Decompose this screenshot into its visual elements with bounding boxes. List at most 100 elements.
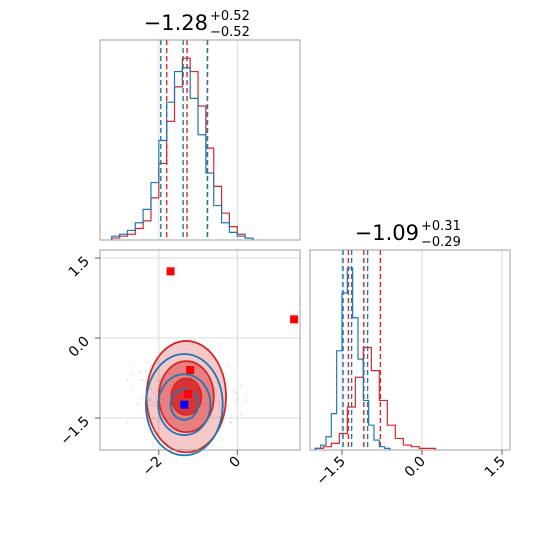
scatter-cloud-point-10 xyxy=(233,389,236,392)
scatter-cloud-point-21 xyxy=(239,413,242,416)
scatter-cloud-point-88 xyxy=(214,399,217,402)
title-param-2-minus: −0.29 xyxy=(421,235,461,250)
scatter-cloud-point-87 xyxy=(200,403,203,406)
scatter-cloud-point-106 xyxy=(219,411,222,413)
scatter-cloud-point-147 xyxy=(202,403,205,406)
scatter-cloud-point-45 xyxy=(129,362,132,364)
scatter-cloud-point-141 xyxy=(141,379,144,381)
scatter-cloud-point-70 xyxy=(182,417,184,420)
scatter-cloud-point-73 xyxy=(156,379,159,382)
scatter-cloud-point-36 xyxy=(189,422,192,425)
scatter-cloud-point-16 xyxy=(236,400,238,403)
scatter-cloud-point-76 xyxy=(167,372,170,375)
scatter-cloud-point-18 xyxy=(170,384,172,386)
scatter-cloud-point-57 xyxy=(245,394,248,396)
xtick-label-hist2-0: −1.5 xyxy=(313,454,348,489)
scatter-cloud-point-105 xyxy=(181,423,184,426)
scatter-cloud-point-143 xyxy=(153,401,156,404)
title-param-1: −1.28 xyxy=(144,11,208,35)
histogram-panel-param-1: −1.28 +0.52 −0.52 xyxy=(99,9,301,241)
scatter-cloud-point-97 xyxy=(218,399,221,402)
scatter-cloud-point-158 xyxy=(138,401,141,404)
scatter-cloud-point-68 xyxy=(155,389,158,391)
xtick-label-joint-1: 0 xyxy=(226,454,244,472)
scatter-cloud-point-65 xyxy=(236,398,239,401)
scatter-cloud-point-77 xyxy=(125,421,128,424)
histogram-step-series-0 xyxy=(111,57,254,240)
contour-1-level-1 xyxy=(157,373,212,436)
xtick-label-hist2-1: 0.0 xyxy=(402,454,429,481)
scatter-cloud-point-133 xyxy=(206,379,209,382)
scatter-cloud-point-109 xyxy=(149,387,152,390)
scatter-cloud-point-146 xyxy=(218,408,221,410)
scatter-cloud-point-82 xyxy=(159,398,162,401)
scatter-cloud-point-74 xyxy=(230,421,232,424)
scatter-cloud-point-149 xyxy=(214,388,217,391)
ytick-label-joint-0: −1.5 xyxy=(57,414,92,449)
histogram-panel-param-2: −1.09 +0.31 −0.29 −1.5 0.0 1.5 xyxy=(309,219,511,489)
scatter-cloud-point-125 xyxy=(151,416,154,419)
scatter-cloud-point-54 xyxy=(201,408,204,411)
contour-1-level-0 xyxy=(144,353,224,457)
scatter-cloud-point-107 xyxy=(162,389,165,392)
scatter-cloud-point-19 xyxy=(192,427,194,429)
scatter-cloud-point-33 xyxy=(152,391,155,394)
scatter-cloud-point-31 xyxy=(149,397,152,400)
scatter-cloud-point-69 xyxy=(187,444,190,447)
ytick-label-joint-2: 1.5 xyxy=(66,254,93,281)
scatter-cloud-point-14 xyxy=(150,404,152,407)
scatter-cloud-point-139 xyxy=(163,379,166,382)
marker-point-0 xyxy=(166,267,175,276)
xtick-label-hist2-2: 1.5 xyxy=(482,454,509,481)
axis-frame-hist-2 xyxy=(309,249,511,451)
scatter-cloud-point-157 xyxy=(172,381,175,384)
scatter-cloud-point-152 xyxy=(144,369,147,372)
scatter-cloud-point-9 xyxy=(155,397,157,399)
scatter-cloud-point-28 xyxy=(126,379,129,381)
scatter-cloud-point-0 xyxy=(154,405,156,407)
title-param-1-plus: +0.52 xyxy=(210,9,250,24)
scatter-cloud-point-75 xyxy=(240,384,243,387)
scatter-cloud-point-81 xyxy=(230,416,232,419)
contour-1-level-2 xyxy=(169,388,199,421)
scatter-cloud-point-144 xyxy=(164,388,167,391)
scatter-cloud-point-5 xyxy=(193,421,195,424)
scatter-cloud-point-32 xyxy=(203,414,205,417)
scatter-cloud-point-124 xyxy=(162,397,165,400)
joint-scatter-panel: −2 0 −1.5 0.0 1.5 xyxy=(57,249,301,480)
scatter-cloud-point-44 xyxy=(227,404,230,407)
scatter-cloud-point-84 xyxy=(218,402,220,405)
axis-frame-hist-1 xyxy=(99,39,301,241)
scatter-cloud-point-103 xyxy=(130,373,132,376)
scatter-cloud-point-55 xyxy=(207,420,210,423)
title-param-1-value: −1.28 xyxy=(144,11,208,35)
title-param-2: −1.09 xyxy=(355,221,419,245)
scatter-cloud-point-52 xyxy=(226,364,229,367)
scatter-cloud-point-104 xyxy=(156,421,159,424)
marker-point-2 xyxy=(186,366,195,374)
histogram-step-series-1 xyxy=(314,267,391,450)
scatter-cloud-point-132 xyxy=(158,379,160,382)
histogram-step-series-1 xyxy=(111,67,254,240)
scatter-cloud-point-62 xyxy=(144,370,147,373)
scatter-cloud-point-94 xyxy=(154,392,157,395)
axis-frame-joint xyxy=(99,249,301,451)
scatter-cloud-point-111 xyxy=(216,370,219,372)
ytick-label-joint-1: 0.0 xyxy=(66,334,93,361)
scatter-cloud-point-116 xyxy=(152,404,154,407)
scatter-cloud-point-63 xyxy=(171,373,173,376)
title-param-1-minus: −0.52 xyxy=(210,25,250,40)
scatter-cloud-point-113 xyxy=(147,399,150,402)
scatter-cloud-point-56 xyxy=(234,391,237,394)
histogram-step-series-0 xyxy=(314,346,436,450)
marker-point-3 xyxy=(184,390,193,398)
scatter-cloud-point-60 xyxy=(215,392,218,395)
scatter-cloud-point-100 xyxy=(136,403,138,405)
scatter-cloud-point-12 xyxy=(131,387,134,390)
xtick-label-joint-0: −2 xyxy=(140,454,166,480)
scatter-cloud-point-96 xyxy=(139,371,141,374)
scatter-cloud-point-90 xyxy=(215,389,218,392)
marker-point-4 xyxy=(180,400,189,409)
marker-point-1 xyxy=(290,315,299,324)
